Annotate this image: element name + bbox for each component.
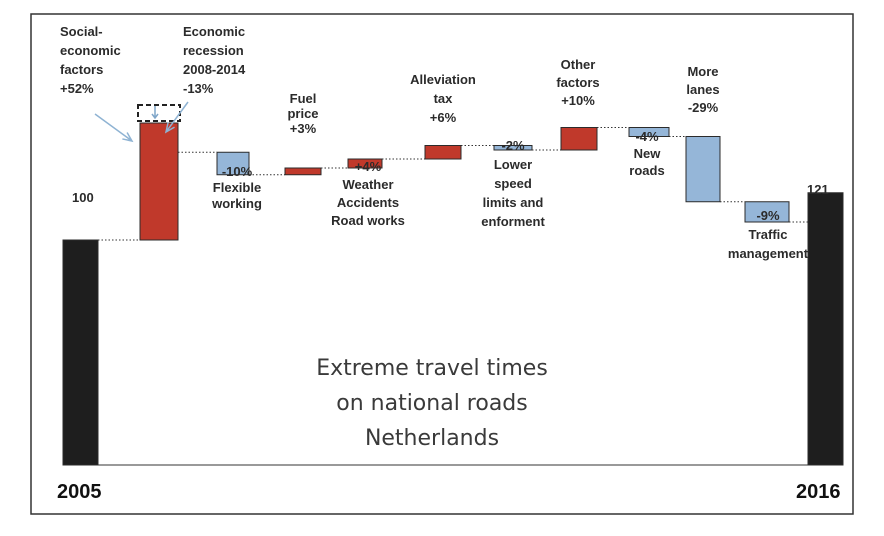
label-lanes-line-2: lanes	[686, 82, 719, 97]
bar-socio	[139, 122, 179, 241]
chart-title-line-3: Netherlands	[365, 426, 499, 451]
start-year-label: 2005	[57, 481, 102, 503]
bar-lanes	[685, 136, 721, 203]
label-newroads-line-3: roads	[629, 163, 664, 178]
bar-newroads	[628, 127, 670, 137]
label-recession-line-3: 2008-2014	[183, 62, 246, 77]
label-recession-line-2: recession	[183, 43, 244, 58]
label-weather-line-2: Weather	[342, 177, 393, 192]
recession-callout-arrow-icon	[164, 101, 189, 134]
label-socio-line-3: factors	[60, 62, 103, 77]
label-speed-line-5: enforment	[481, 214, 545, 229]
start-value-label: 100	[72, 190, 94, 205]
label-newroads-line-1: -4%	[635, 129, 659, 144]
label-flexible-line-2: Flexible	[213, 180, 261, 195]
bar-flexible	[216, 151, 250, 176]
label-socio-line-4: +52%	[60, 81, 94, 96]
bar-other	[560, 127, 598, 151]
social-economic-callout-arrow-icon	[94, 113, 134, 143]
label-traffic-line-1: -9%	[756, 208, 780, 223]
label-flexible-line-3: working	[211, 196, 262, 211]
label-weather-line-1: +4%	[355, 159, 382, 174]
label-flexible-line-1: -10%	[222, 164, 253, 179]
label-fuel-line-2: price	[287, 106, 318, 121]
label-weather-line-4: Road works	[331, 213, 405, 228]
bar-weather	[347, 158, 383, 169]
label-fuel-line-1: Fuel	[290, 91, 317, 106]
bar-tax	[424, 145, 462, 160]
label-other-line-3: +10%	[561, 93, 595, 108]
bar-end-total	[807, 192, 844, 466]
label-socio-line-2: economic	[60, 43, 121, 58]
label-speed-line-3: speed	[494, 176, 532, 191]
bar-recession	[137, 104, 181, 122]
label-recession-line-1: Economic	[183, 24, 245, 39]
label-other-line-1: Other	[561, 57, 596, 72]
step-labels: Social-economic factors +52% Economic recess…	[60, 24, 809, 261]
annotations	[94, 101, 189, 143]
label-newroads-line-2: New	[634, 146, 662, 161]
label-lanes-line-3: -29%	[688, 100, 719, 115]
end-value-label: 121	[807, 182, 829, 197]
connector-lines	[98, 127, 808, 466]
label-weather-line-3: Accidents	[337, 195, 399, 210]
bar-speed	[493, 145, 533, 151]
bar-traffic	[744, 201, 790, 223]
label-recession-line-4: -13%	[183, 81, 214, 96]
chart-frame	[30, 13, 854, 515]
label-traffic-line-2: Traffic	[748, 227, 787, 242]
label-fuel-line-3: +3%	[290, 121, 317, 136]
label-lanes-line-1: More	[687, 64, 718, 79]
label-speed-line-4: limits and	[483, 195, 544, 210]
label-traffic-line-3: management	[728, 246, 809, 261]
chart-title-line-1: Extreme travel times	[316, 356, 548, 381]
label-speed-line-2: Lower	[494, 157, 532, 172]
label-other-line-2: factors	[556, 75, 599, 90]
chart-title-line-2: on national roads	[336, 391, 527, 416]
label-tax-line-2: tax	[434, 91, 454, 106]
label-speed-line-1: -2%	[501, 138, 525, 153]
bars	[62, 104, 844, 466]
label-tax-line-3: +6%	[430, 110, 457, 125]
bar-fuel	[284, 167, 322, 176]
bar-start-total	[62, 239, 99, 466]
label-socio-line-1: Social-	[60, 24, 103, 39]
label-tax-line-1: Alleviation	[410, 72, 476, 87]
recession-down-arrow-icon	[151, 106, 159, 120]
end-year-label: 2016	[796, 481, 841, 503]
